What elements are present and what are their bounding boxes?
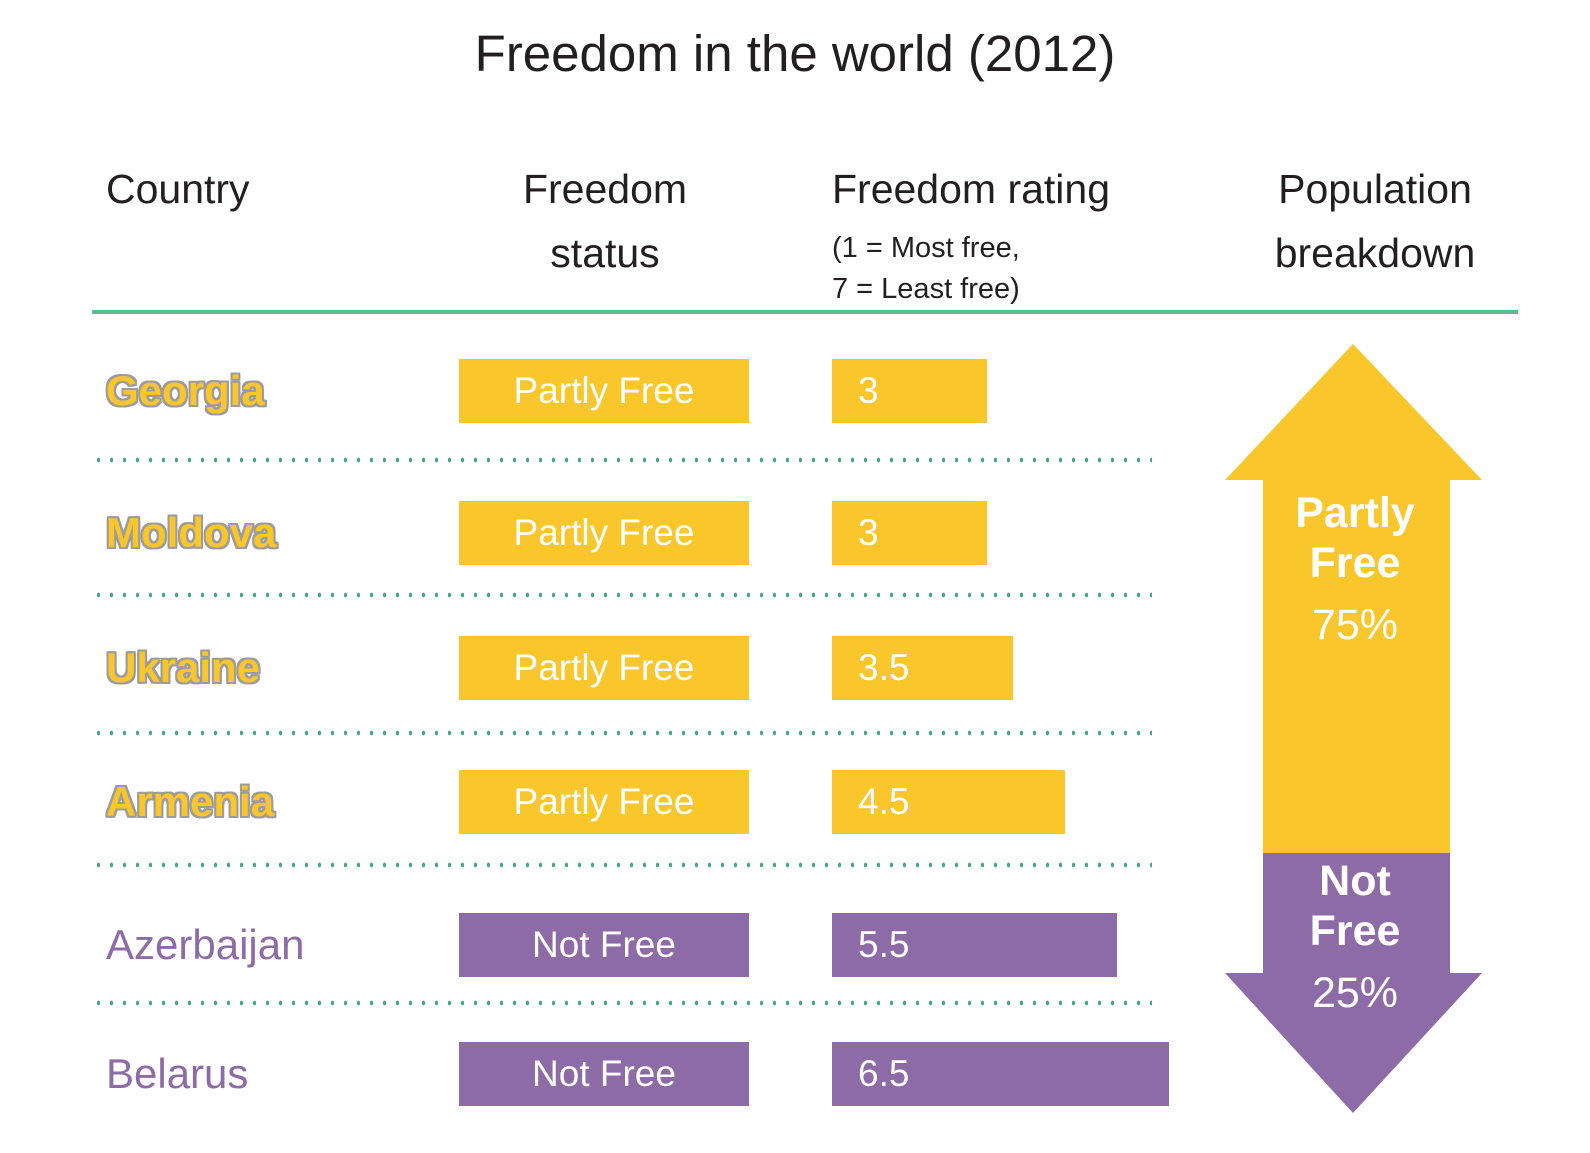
country-name: Ukraine bbox=[106, 644, 261, 691]
column-header-freedom-rating: Freedom rating (1 = Most free, 7 = Least… bbox=[832, 157, 1110, 310]
column-header-freedom-status-line1: Freedom bbox=[522, 166, 688, 212]
population-breakdown-arrow bbox=[1225, 344, 1482, 1113]
not-free-down-arrow-shape bbox=[1225, 853, 1482, 1113]
not-free-percent: 25% bbox=[1311, 969, 1399, 1017]
row-separator-dotted-line bbox=[92, 729, 1152, 737]
column-header-country: Country bbox=[106, 166, 250, 212]
column-header-population-line2: breakdown bbox=[1274, 230, 1476, 276]
page-title: Freedom in the world (2012) bbox=[474, 25, 1116, 82]
country-name: Belarus bbox=[106, 1050, 249, 1097]
freedom-status-badge: Not Free bbox=[459, 1042, 749, 1106]
table-row: Azerbaijan Not Free 5.5 bbox=[0, 913, 1200, 977]
row-separator-dotted-line bbox=[92, 591, 1152, 599]
table-row: Georgia Partly Free 3 bbox=[0, 359, 1200, 423]
column-header-freedom-status-line2: status bbox=[550, 230, 660, 276]
rating-scale-note-line2: 7 = Least free) bbox=[832, 273, 1020, 305]
freedom-status-badge: Partly Free bbox=[459, 770, 749, 834]
row-separator-dotted-line bbox=[92, 999, 1152, 1007]
partly-free-arrow-label: Partly Free bbox=[1220, 488, 1490, 588]
not-free-arrow-label-line2: Free bbox=[1309, 907, 1401, 955]
column-header-population-line1: Population bbox=[1278, 166, 1472, 212]
freedom-status-badge: Partly Free bbox=[459, 636, 749, 700]
freedom-rating-bar: 3 bbox=[832, 501, 987, 565]
rating-scale-note-line1: (1 = Most free, bbox=[832, 232, 1020, 264]
partly-free-up-arrow-shape bbox=[1225, 344, 1482, 853]
country-name: Moldova bbox=[106, 509, 277, 556]
header-divider-line bbox=[92, 310, 1518, 314]
not-free-arrow-label-line1: Not bbox=[1319, 857, 1391, 905]
rating-scale-note: (1 = Most free, 7 = Least free) bbox=[832, 228, 1110, 310]
country-name: Azerbaijan bbox=[106, 921, 305, 968]
column-header-freedom-rating-label: Freedom rating bbox=[832, 166, 1111, 212]
freedom-status-badge: Not Free bbox=[459, 913, 749, 977]
column-header-population-breakdown: Population breakdown bbox=[1225, 157, 1525, 285]
table-row: Moldova Partly Free 3 bbox=[0, 501, 1200, 565]
freedom-rating-bar: 3.5 bbox=[832, 636, 1013, 700]
country-name: Georgia bbox=[106, 367, 265, 414]
partly-free-percent: 75% bbox=[1311, 601, 1399, 649]
partly-free-arrow-label-line1: Partly bbox=[1295, 489, 1415, 537]
not-free-arrow-label: Not Free bbox=[1220, 856, 1490, 956]
freedom-rating-bar: 5.5 bbox=[832, 913, 1117, 977]
freedom-rating-bar: 6.5 bbox=[832, 1042, 1169, 1106]
row-separator-dotted-line bbox=[92, 861, 1152, 869]
column-header-freedom-status: Freedom status bbox=[455, 157, 755, 285]
freedom-rating-bar: 3 bbox=[832, 359, 987, 423]
partly-free-arrow-label-line2: Free bbox=[1309, 539, 1401, 587]
table-row: Belarus Not Free 6.5 bbox=[0, 1042, 1200, 1106]
table-row: Armenia Partly Free 4.5 bbox=[0, 770, 1200, 834]
table-row: Ukraine Partly Free 3.5 bbox=[0, 636, 1200, 700]
freedom-rating-bar: 4.5 bbox=[832, 770, 1065, 834]
freedom-status-badge: Partly Free bbox=[459, 501, 749, 565]
freedom-status-badge: Partly Free bbox=[459, 359, 749, 423]
country-name: Armenia bbox=[106, 778, 275, 825]
row-separator-dotted-line bbox=[92, 456, 1152, 464]
